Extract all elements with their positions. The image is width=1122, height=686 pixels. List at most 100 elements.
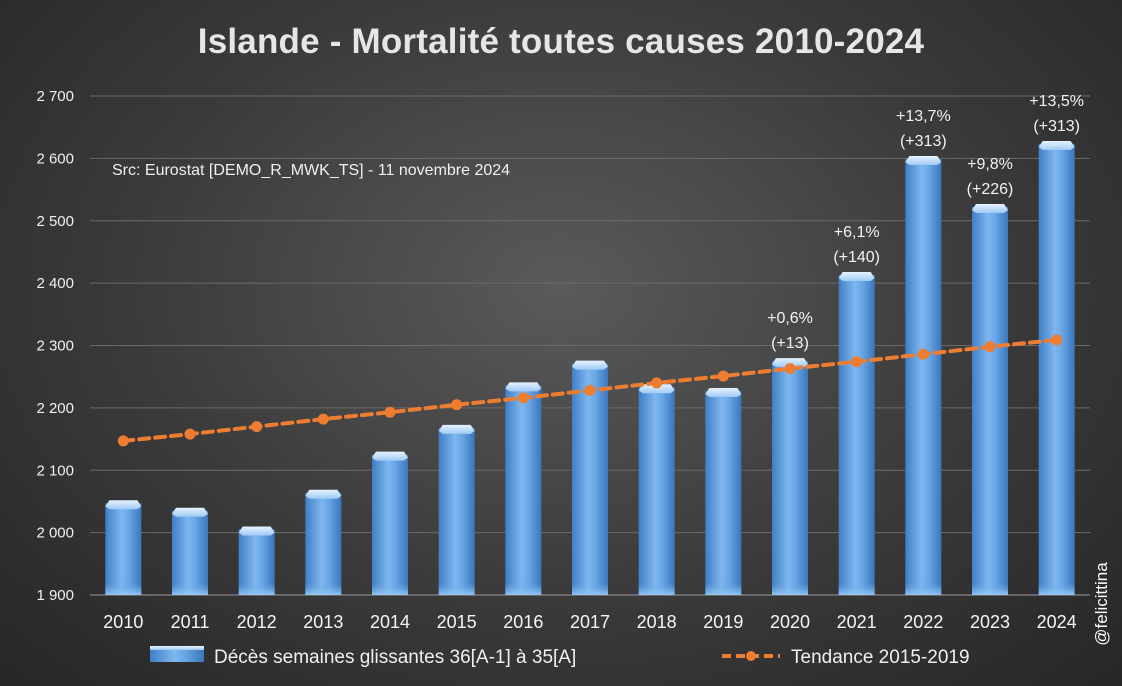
bar-cap (238, 526, 275, 536)
watermark: @felicittina (1092, 562, 1111, 646)
y-tick-label: 2 400 (36, 275, 74, 292)
legend-item-trend: Tendance 2015-2019 (722, 647, 970, 668)
bar-cap (838, 272, 875, 282)
trend-point (1051, 334, 1063, 346)
annotation-delta: (+313) (1033, 118, 1080, 135)
x-tick-label: 2011 (171, 612, 210, 632)
legend-swatch-bars-cap (150, 646, 204, 650)
bar-body (505, 385, 542, 595)
bar-base-glow (1038, 583, 1075, 595)
bar-base-glow (305, 583, 342, 595)
bar (505, 382, 542, 595)
x-tick-label: 2023 (970, 612, 1010, 632)
trend-point (317, 413, 329, 425)
trend-point (117, 435, 129, 447)
bar-base-glow (972, 583, 1008, 595)
x-tick-label: 2014 (370, 612, 410, 632)
trend-point (984, 341, 996, 353)
bar-cap (305, 489, 342, 499)
bar-body (972, 207, 1008, 595)
x-tick-label: 2010 (103, 612, 143, 632)
trend-point (784, 363, 796, 375)
bar (638, 384, 675, 595)
annotation-percent: +13,7% (896, 108, 951, 125)
bar-cap (1038, 141, 1075, 151)
bar-base-glow (372, 583, 408, 595)
bar (172, 507, 208, 595)
bar-body (1038, 144, 1075, 595)
x-tick-label: 2022 (903, 612, 943, 632)
x-tick-label: 2019 (703, 612, 743, 632)
bars (105, 141, 1075, 595)
x-tick-label: 2016 (503, 612, 543, 632)
bar (305, 489, 342, 595)
trend-point (917, 348, 929, 360)
bar (238, 526, 275, 595)
legend-item-bars: Décès semaines glissantes 36[A-1] à 35[A… (150, 646, 576, 668)
trend-point (384, 406, 396, 418)
bar-base-glow (572, 583, 608, 595)
annotation-delta: (+226) (967, 181, 1014, 198)
legend-swatch-bars (150, 648, 204, 662)
bar (1038, 141, 1075, 595)
x-tick-label: 2024 (1037, 612, 1077, 632)
y-axis-tick-labels: 1 900 2 000 2 100 2 200 2 300 2 400 2 500 2 600… (36, 88, 74, 604)
bar (838, 272, 875, 595)
bar-cap (705, 388, 742, 398)
x-tick-label: 2018 (637, 612, 677, 632)
bar-base-glow (238, 583, 275, 595)
x-axis-tick-labels: 2010 2011 2012 2013 2014 2015 2016 2017 2018 2019… (103, 612, 1076, 632)
bar (572, 360, 608, 595)
bar-body (905, 158, 942, 595)
annotation-percent: +9,8% (967, 156, 1013, 173)
bar-body (572, 363, 608, 595)
bar-base-glow (838, 583, 875, 595)
bar-body (372, 454, 408, 595)
bar (905, 155, 942, 595)
y-tick-label: 2 000 (36, 525, 74, 542)
bar-base-glow (105, 583, 142, 595)
bar-cap (638, 384, 675, 394)
x-tick-label: 2012 (237, 612, 277, 632)
trend-point (184, 428, 196, 440)
annotation-delta: (+13) (771, 335, 809, 352)
bar-body (172, 510, 208, 595)
y-tick-label: 1 900 (36, 587, 74, 604)
bar (372, 451, 408, 595)
bar-base-glow (172, 583, 208, 595)
y-tick-label: 2 100 (36, 462, 74, 479)
legend-label-trend: Tendance 2015-2019 (791, 647, 970, 668)
chart-title: Islande - Mortalité toutes causes 2010-2… (197, 22, 925, 61)
bar-base-glow (505, 583, 542, 595)
bar-cap (372, 451, 408, 461)
trend-point (717, 370, 729, 382)
bar-cap (438, 424, 475, 434)
bar-cap (772, 358, 808, 368)
bar-base-glow (772, 583, 808, 595)
bar (705, 388, 742, 595)
x-tick-label: 2021 (837, 612, 877, 632)
bar-cap (905, 155, 942, 165)
x-tick-label: 2020 (770, 612, 810, 632)
annotation-delta: (+140) (833, 249, 880, 266)
bar-cap (105, 500, 142, 510)
bar-annotations: +0,6% (+13) +6,1% (+140) +13,7% (+313) +9,8% (+… (767, 93, 1084, 352)
y-tick-label: 2 600 (36, 150, 74, 167)
bar (772, 358, 808, 595)
trend-point (851, 356, 863, 368)
trend-point (451, 399, 463, 411)
bar (438, 424, 475, 595)
bar-body (438, 427, 475, 595)
bar (105, 500, 142, 595)
trend-point (584, 384, 596, 396)
annotation-percent: +13,5% (1029, 93, 1084, 110)
bar-body (838, 275, 875, 595)
bar-cap (972, 204, 1008, 214)
bar-body (105, 503, 142, 595)
legend: Décès semaines glissantes 36[A-1] à 35[A… (150, 646, 970, 668)
annotation-delta: (+313) (900, 133, 947, 150)
trend-point (251, 421, 263, 433)
bar-base-glow (638, 583, 675, 595)
legend-swatch-trend-marker (746, 651, 756, 661)
